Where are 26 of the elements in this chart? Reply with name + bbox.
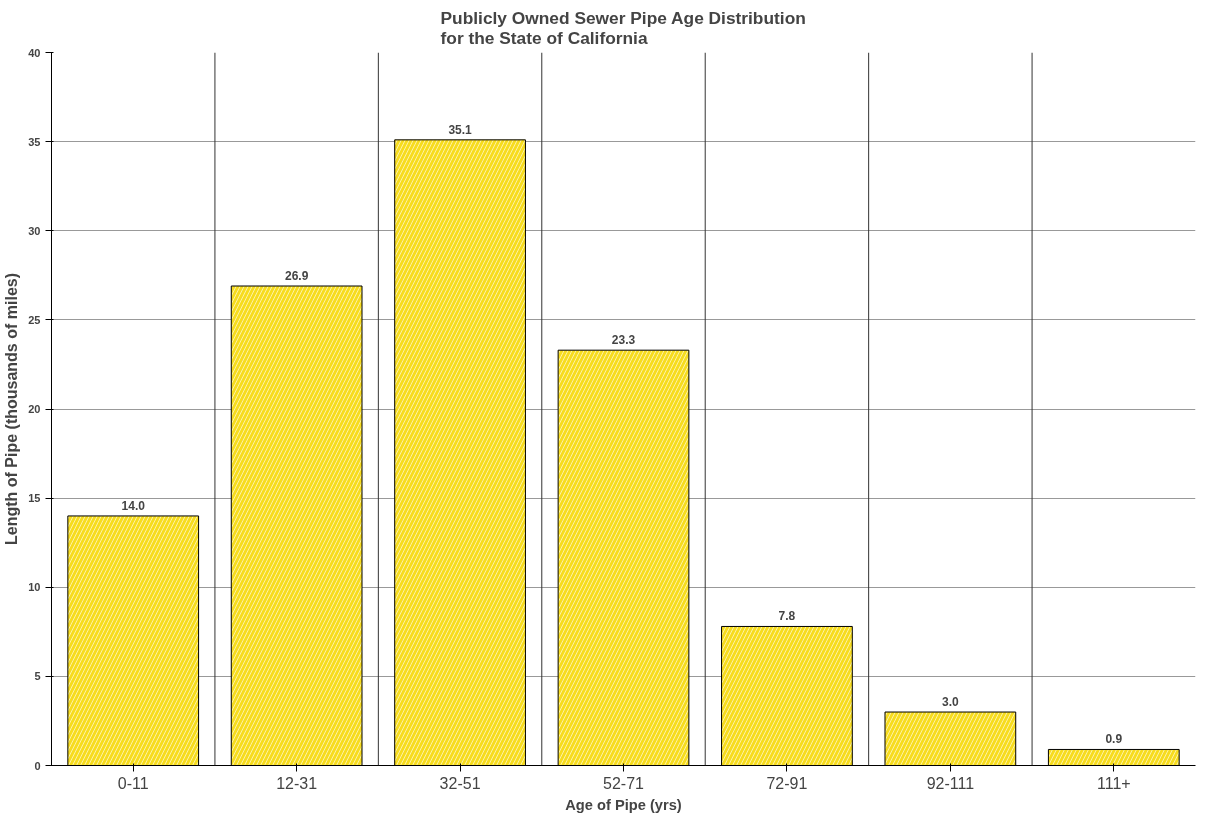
x-tick-label: 12-31 [276, 774, 318, 792]
x-axis-title: Age of Pipe (yrs) [565, 796, 682, 813]
data-label: 0.9 [1105, 732, 1123, 747]
data-label: 14.0 [121, 498, 146, 513]
x-tick-label: 111+ [1096, 774, 1131, 792]
x-tick-label: 52-71 [603, 774, 645, 792]
chart-title: Publicly Owned Sewer Pipe Age Distribution for the State of California [440, 7, 806, 48]
x-tick-label: 0-11 [117, 774, 149, 792]
y-axis-title: Length of Pipe (thousands of miles) [3, 273, 21, 545]
data-label: 26.9 [284, 269, 309, 284]
y-tick-label: 25 [28, 313, 41, 326]
x-tick-label: 92-111 [926, 774, 975, 792]
y-tick-label: 15 [28, 492, 41, 505]
x-tick-label: 72-91 [766, 774, 808, 792]
data-label: 3.0 [942, 695, 960, 710]
data-label: 7.8 [778, 609, 796, 624]
x-tick-label: 32-51 [439, 774, 481, 792]
y-tick-label: 30 [28, 224, 41, 237]
y-tick-label: 35 [28, 135, 41, 148]
y-tick-label: 20 [28, 403, 41, 415]
y-tick-label: 0 [34, 759, 41, 772]
y-tick-label: 40 [28, 46, 41, 59]
data-label: 35.1 [448, 122, 473, 137]
data-label: 23.3 [611, 333, 636, 348]
y-tick-label: 5 [34, 670, 41, 683]
y-tick-label: 10 [28, 581, 41, 594]
